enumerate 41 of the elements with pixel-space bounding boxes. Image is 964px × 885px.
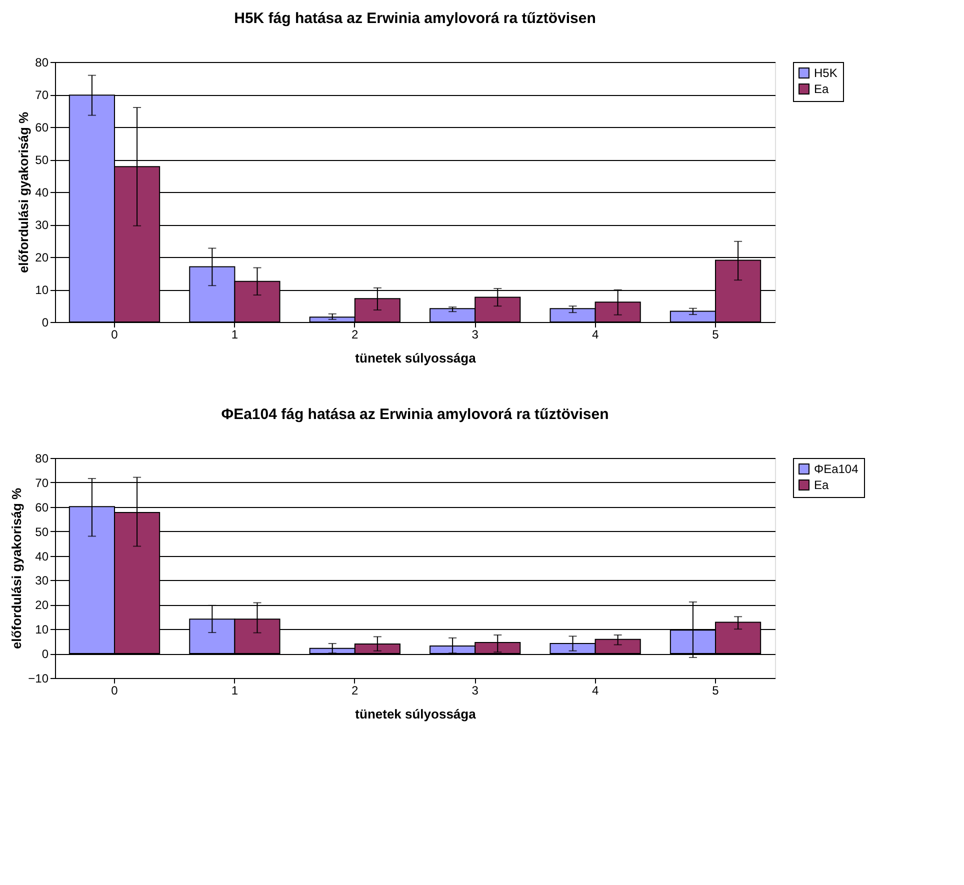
legend-label: Ea xyxy=(814,82,830,96)
y-tick-label: −10 xyxy=(28,672,49,686)
x-tick-label: 0 xyxy=(111,684,118,698)
y-tick-label: 10 xyxy=(35,283,49,297)
x-tick-label: 5 xyxy=(712,328,720,342)
x-tick-label: 4 xyxy=(592,328,599,342)
x-tick-label: 1 xyxy=(231,328,238,342)
y-tick-label: 30 xyxy=(35,574,49,588)
x-tick-label: 2 xyxy=(352,684,359,698)
y-tick-label: 0 xyxy=(42,316,49,330)
y-tick-label: 20 xyxy=(35,598,49,612)
y-tick-label: 40 xyxy=(35,186,49,200)
y-tick-label: 70 xyxy=(35,476,49,490)
y-tick-label: 30 xyxy=(35,218,49,232)
x-axis-title: tünetek súlyossága xyxy=(355,706,477,722)
x-tick-label: 5 xyxy=(712,684,720,698)
y-tick-label: 50 xyxy=(35,153,49,167)
x-tick-label: 0 xyxy=(111,328,118,342)
y-tick-label: 0 xyxy=(42,647,49,662)
y-tick-label: 40 xyxy=(35,549,49,564)
y-tick-label: 50 xyxy=(35,524,49,539)
y-tick-label: 80 xyxy=(35,56,49,70)
y-tick-label: 80 xyxy=(35,452,49,466)
x-tick-label: 1 xyxy=(231,684,238,698)
x-tick-label: 3 xyxy=(472,684,479,698)
legend-label: ΦEa104 xyxy=(814,462,859,476)
y-tick-label: 70 xyxy=(35,88,49,102)
y-tick-label: 20 xyxy=(35,250,49,264)
x-axis-title: tünetek súlyossága xyxy=(355,350,477,366)
legend-label: Ea xyxy=(814,478,830,492)
chart-title: H5K fág hatása az Erwinia amylovorá ra tűztövisen xyxy=(234,10,596,27)
y-tick-label: 60 xyxy=(35,120,49,134)
y-tick-label: 10 xyxy=(35,622,49,637)
y-tick-label: 60 xyxy=(35,500,49,514)
x-tick-label: 2 xyxy=(352,328,359,342)
chart-title: ΦEa104 fág hatása az Erwinia amylovorá ra tűztövisen xyxy=(221,406,609,423)
x-tick-label: 3 xyxy=(472,328,479,342)
x-tick-label: 4 xyxy=(592,684,599,698)
y-axis-title: előfordulási gyakoriság % xyxy=(9,488,24,650)
legend-label: H5K xyxy=(814,66,838,80)
y-axis-title: előfordulási gyakoriság % xyxy=(16,112,32,274)
